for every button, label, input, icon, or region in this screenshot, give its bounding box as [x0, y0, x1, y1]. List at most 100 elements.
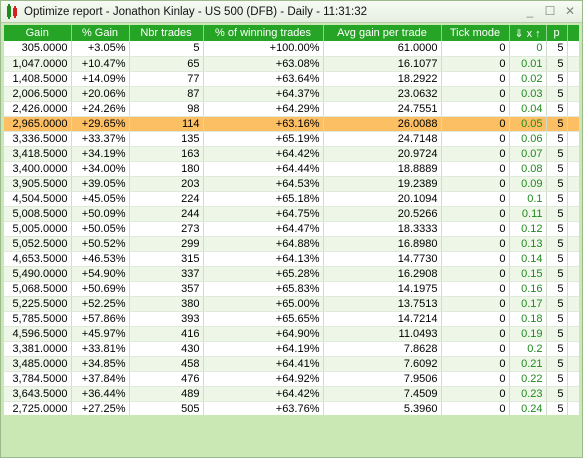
- cell-avg-gain: 61.0000: [323, 41, 442, 57]
- cell-p: 5: [546, 341, 568, 357]
- cell-nbr-trades: 65: [129, 56, 204, 72]
- column-header-pct-gain[interactable]: % Gain: [71, 25, 130, 41]
- table-row[interactable]: 2,725.0000 +27.25% 505 +63.76% 5.3960 0 0.24 5: [4, 401, 579, 415]
- cell-nbr-trades: 337: [129, 266, 204, 282]
- table-row[interactable]: 3,336.5000 +33.37% 135 +65.19% 24.7148 0 0.06 5: [4, 131, 579, 147]
- table-row[interactable]: 5,068.5000 +50.69% 357 +65.83% 14.1975 0 0.16 5: [4, 281, 579, 297]
- cell-pct-gain: +50.52%: [71, 236, 130, 252]
- column-header-p[interactable]: p: [546, 25, 568, 41]
- cell-gain: 5,225.5000: [4, 296, 72, 312]
- title-bar[interactable]: Optimize report - Jonathon Kinlay - US 5…: [1, 1, 582, 23]
- cell-p: 5: [546, 251, 568, 267]
- cell-ratio: 0.18: [509, 311, 547, 327]
- cell-ratio: 0.12: [509, 221, 547, 237]
- table-row[interactable]: 3,400.0000 +34.00% 180 +64.44% 18.8889 0 0.08 5: [4, 161, 579, 177]
- row-filler: [567, 401, 579, 415]
- table-row[interactable]: 3,784.5000 +37.84% 476 +64.92% 7.9506 0 0.22 5: [4, 371, 579, 387]
- table-row[interactable]: 305.0000 +3.05% 5 +100.00% 61.0000 0 0 5: [4, 41, 579, 57]
- cell-pct-winning: +64.75%: [203, 206, 324, 222]
- row-filler: [567, 71, 579, 87]
- table-row[interactable]: 2,426.0000 +24.26% 98 +64.29% 24.7551 0 0.04 5: [4, 101, 579, 117]
- cell-pct-winning: +63.16%: [203, 116, 324, 132]
- table-row[interactable]: 4,504.5000 +45.05% 224 +65.18% 20.1094 0 0.1 5: [4, 191, 579, 207]
- cell-avg-gain: 16.8980: [323, 236, 442, 252]
- table-row[interactable]: 3,485.0000 +34.85% 458 +64.41% 7.6092 0 0.21 5: [4, 356, 579, 372]
- table-row[interactable]: 2,006.5000 +20.06% 87 +64.37% 23.0632 0 0.03 5: [4, 86, 579, 102]
- table-row[interactable]: 3,418.5000 +34.19% 163 +64.42% 20.9724 0 0.07 5: [4, 146, 579, 162]
- cell-gain: 5,490.0000: [4, 266, 72, 282]
- cell-avg-gain: 13.7513: [323, 296, 442, 312]
- table-row[interactable]: 1,408.5000 +14.09% 77 +63.64% 18.2922 0 0.02 5: [4, 71, 579, 87]
- cell-pct-winning: +64.42%: [203, 386, 324, 402]
- cell-pct-gain: +45.97%: [71, 326, 130, 342]
- cell-tick-mode: 0: [441, 161, 510, 177]
- cell-p: 5: [546, 311, 568, 327]
- minimize-button[interactable]: _: [526, 4, 534, 18]
- row-filler: [567, 221, 579, 237]
- table-row[interactable]: 3,905.5000 +39.05% 203 +64.53% 19.2389 0 0.09 5: [4, 176, 579, 192]
- cell-gain: 2,965.0000: [4, 116, 72, 132]
- cell-pct-gain: +27.25%: [71, 401, 130, 415]
- row-filler: [567, 206, 579, 222]
- cell-p: 5: [546, 176, 568, 192]
- column-header-ratio[interactable]: ⇓ x ↑: [509, 25, 547, 41]
- cell-nbr-trades: 299: [129, 236, 204, 252]
- cell-ratio: 0.01: [509, 56, 547, 72]
- table-row[interactable]: 3,381.0000 +33.81% 430 +64.19% 7.8628 0 0.2 5: [4, 341, 579, 357]
- cell-ratio: 0.1: [509, 191, 547, 207]
- cell-p: 5: [546, 131, 568, 147]
- cell-avg-gain: 24.7551: [323, 101, 442, 117]
- column-header-pct-winning[interactable]: % of winning trades: [203, 25, 324, 41]
- cell-ratio: 0.09: [509, 176, 547, 192]
- cell-tick-mode: 0: [441, 326, 510, 342]
- cell-nbr-trades: 180: [129, 161, 204, 177]
- cell-pct-winning: +65.19%: [203, 131, 324, 147]
- column-header-tick-mode[interactable]: Tick mode: [441, 25, 510, 41]
- table-row[interactable]: 5,052.5000 +50.52% 299 +64.88% 16.8980 0 0.13 5: [4, 236, 579, 252]
- row-filler: [567, 251, 579, 267]
- cell-ratio: 0.22: [509, 371, 547, 387]
- cell-tick-mode: 0: [441, 221, 510, 237]
- column-header-nbr-trades[interactable]: Nbr trades: [129, 25, 204, 41]
- table-row[interactable]: 4,596.5000 +45.97% 416 +64.90% 11.0493 0 0.19 5: [4, 326, 579, 342]
- cell-pct-gain: +14.09%: [71, 71, 130, 87]
- cell-pct-gain: +57.86%: [71, 311, 130, 327]
- row-filler: [567, 326, 579, 342]
- cell-pct-gain: +36.44%: [71, 386, 130, 402]
- cell-ratio: 0.13: [509, 236, 547, 252]
- cell-nbr-trades: 489: [129, 386, 204, 402]
- cell-tick-mode: 0: [441, 206, 510, 222]
- table-row[interactable]: 1,047.0000 +10.47% 65 +63.08% 16.1077 0 0.01 5: [4, 56, 579, 72]
- cell-nbr-trades: 163: [129, 146, 204, 162]
- cell-pct-winning: +65.28%: [203, 266, 324, 282]
- table-row-selected[interactable]: 2,965.0000 +29.65% 114 +63.16% 26.0088 0 0.05 5: [4, 116, 579, 132]
- cell-ratio: 0.05: [509, 116, 547, 132]
- cell-gain: 2,725.0000: [4, 401, 72, 415]
- results-table-container: Gain% Gain Nbr trades% of winning trades A…: [4, 25, 579, 415]
- cell-gain: 3,381.0000: [4, 341, 72, 357]
- cell-avg-gain: 24.7148: [323, 131, 442, 147]
- table-row[interactable]: 3,643.5000 +36.44% 489 +64.42% 7.4509 0 0.23 5: [4, 386, 579, 402]
- column-header-gain[interactable]: Gain: [4, 25, 72, 41]
- cell-nbr-trades: 244: [129, 206, 204, 222]
- table-row[interactable]: 4,653.5000 +46.53% 315 +64.13% 14.7730 0 0.14 5: [4, 251, 579, 267]
- close-button[interactable]: ✕: [564, 4, 576, 18]
- table-row[interactable]: 5,225.5000 +52.25% 380 +65.00% 13.7513 0 0.17 5: [4, 296, 579, 312]
- cell-ratio: 0.02: [509, 71, 547, 87]
- cell-ratio: 0.06: [509, 131, 547, 147]
- table-row[interactable]: 5,785.5000 +57.86% 393 +65.65% 14.7214 0 0.18 5: [4, 311, 579, 327]
- cell-nbr-trades: 315: [129, 251, 204, 267]
- row-filler: [567, 281, 579, 297]
- row-filler: [567, 101, 579, 117]
- cell-ratio: 0.21: [509, 356, 547, 372]
- row-filler: [567, 116, 579, 132]
- cell-gain: 305.0000: [4, 41, 72, 57]
- cell-avg-gain: 7.6092: [323, 356, 442, 372]
- cell-nbr-trades: 224: [129, 191, 204, 207]
- column-header-avg-gain[interactable]: Avg gain per trade: [323, 25, 442, 41]
- cell-avg-gain: 18.3333: [323, 221, 442, 237]
- table-row[interactable]: 5,008.5000 +50.09% 244 +64.75% 20.5266 0 0.11 5: [4, 206, 579, 222]
- table-row[interactable]: 5,005.0000 +50.05% 273 +64.47% 18.3333 0 0.12 5: [4, 221, 579, 237]
- maximize-button[interactable]: ☐: [544, 4, 556, 18]
- table-row[interactable]: 5,490.0000 +54.90% 337 +65.28% 16.2908 0 0.15 5: [4, 266, 579, 282]
